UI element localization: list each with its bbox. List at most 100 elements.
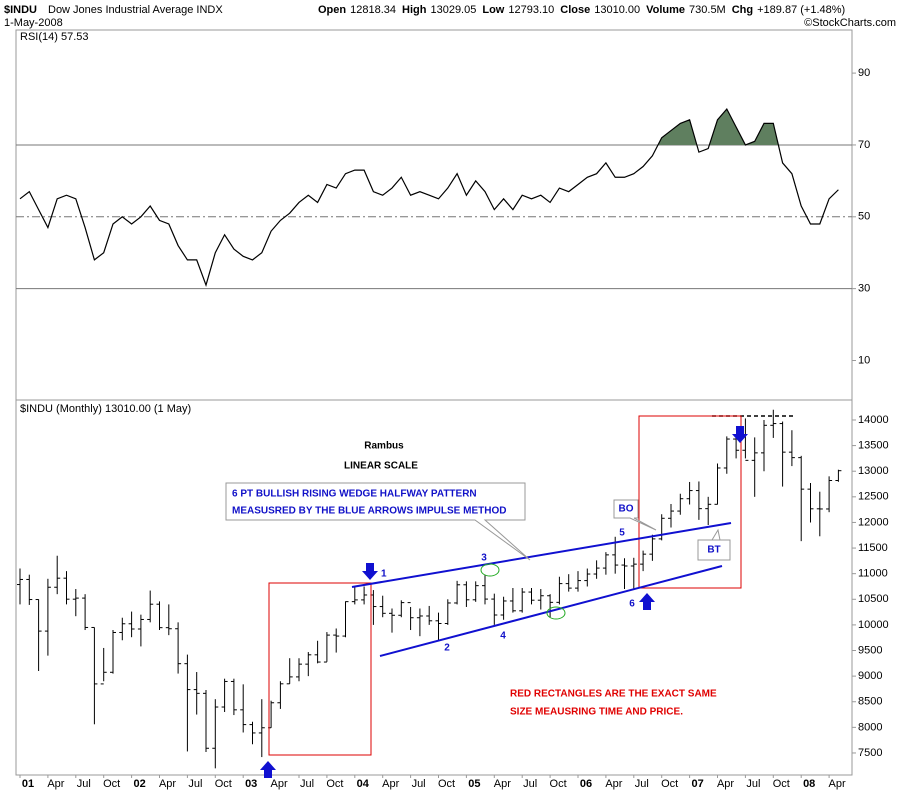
quote: Open 12818.34 High 13029.05 Low 12793.10 Close… [318, 4, 845, 16]
x-tick-label: Jul [188, 778, 202, 790]
callout-text: MEASUSRED BY THE BLUE ARROWS IMPULSE MET… [232, 506, 506, 517]
point-label: 2 [444, 643, 450, 654]
x-tick-label: Oct [661, 778, 678, 790]
quote-label: Chg [732, 4, 753, 16]
author: Rambus [364, 441, 404, 452]
y-tick-label: 14000 [858, 414, 889, 426]
y-tick-label: 9000 [858, 670, 882, 682]
arrow-up [260, 761, 276, 778]
x-tick-label: Oct [438, 778, 455, 790]
quote-label: Open [318, 4, 346, 16]
circle [480, 563, 500, 577]
y-tick-label: 90 [858, 67, 870, 79]
quote-value: 12818.34 [350, 4, 396, 16]
y-tick-label: 12000 [858, 516, 889, 528]
arrow-down [732, 426, 748, 443]
bt-label: BT [707, 545, 720, 556]
y-tick-label: 10 [858, 354, 870, 366]
callout-text: 6 PT BULLISH RISING WEDGE HALFWAY PATTER… [232, 489, 477, 500]
x-tick-label: Apr [605, 778, 622, 790]
x-tick-label: Jul [300, 778, 314, 790]
y-tick-label: 12500 [858, 491, 889, 503]
price-legend: $INDU (Monthly) 13010.00 (1 May) [20, 403, 191, 415]
y-tick-label: 9500 [858, 644, 882, 656]
quote-value: 13029.05 [430, 4, 476, 16]
index-name: Dow Jones Industrial Average INDX [48, 4, 223, 16]
y-tick-label: 10500 [858, 593, 889, 605]
bo-box [613, 499, 657, 531]
y-tick-label: 13500 [858, 440, 889, 452]
x-tick-label: Apr [159, 778, 176, 790]
x-tick-label: Apr [47, 778, 64, 790]
x-tick-label: Oct [215, 778, 232, 790]
point-label: 6 [629, 599, 635, 610]
y-tick-label: 11500 [858, 542, 888, 554]
red-rect [638, 415, 742, 589]
x-tick-label: Oct [550, 778, 567, 790]
circle [546, 606, 566, 620]
y-tick-label: 50 [858, 211, 870, 223]
x-tick-label: Oct [773, 778, 790, 790]
x-tick-label: Jul [523, 778, 537, 790]
symbol: $INDU [4, 4, 37, 16]
x-tick-label: Apr [382, 778, 399, 790]
x-tick-label: Jul [77, 778, 91, 790]
x-tick-label: Jul [412, 778, 426, 790]
point-label: 3 [481, 553, 487, 564]
note-text: SIZE MEAUSRING TIME AND PRICE. [510, 707, 683, 718]
quote-label: High [402, 4, 427, 16]
x-tick-label: 01 [22, 778, 34, 790]
wedge-upper [351, 522, 732, 588]
x-tick-label: 05 [468, 778, 480, 790]
y-tick-label: 8500 [858, 696, 882, 708]
callout-box [225, 482, 531, 561]
quote-value: 730.5M [689, 4, 726, 16]
point-label: 1 [381, 569, 387, 580]
point-label: 5 [619, 528, 625, 539]
x-tick-label: Apr [717, 778, 734, 790]
price-panel [15, 399, 853, 776]
price-layer: 7500 8000 8500 9000 9500 10000 10500 11000 11500… [17, 409, 889, 790]
y-tick-label: 70 [858, 139, 870, 151]
quote-value: 12793.10 [508, 4, 554, 16]
point-label: 4 [500, 631, 506, 642]
x-tick-label: 06 [580, 778, 592, 790]
x-tick-label: Jul [635, 778, 649, 790]
arrow-up [639, 593, 655, 610]
x-tick-label: Apr [494, 778, 511, 790]
bo-label: BO [619, 504, 634, 515]
quote-label: Volume [646, 4, 685, 16]
y-tick-label: 10000 [858, 619, 889, 631]
rsi-line [19, 107, 839, 287]
x-tick-label: 03 [245, 778, 257, 790]
rsi-layer: 10 30 50 70 90 [16, 67, 870, 366]
x-tick-label: Apr [829, 778, 846, 790]
y-tick-label: 13000 [858, 465, 889, 477]
y-tick-label: 30 [858, 283, 870, 295]
x-tick-label: Oct [326, 778, 343, 790]
quote-label: Close [560, 4, 590, 16]
y-tick-label: 7500 [858, 747, 882, 759]
quote-value: 13010.00 [594, 4, 640, 16]
overbought-fill [20, 109, 839, 145]
x-tick-label: Oct [103, 778, 120, 790]
y-tick-label: 8000 [858, 721, 882, 733]
x-tick-label: 08 [803, 778, 815, 790]
y-tick-label: 11000 [858, 568, 888, 580]
scale-note: LINEAR SCALE [344, 461, 418, 472]
credit: ©StockCharts.com [804, 17, 896, 29]
quote-value: +189.87 (+1.48%) [757, 4, 845, 16]
x-tick-label: 07 [691, 778, 703, 790]
red-rect [268, 582, 372, 756]
note-text: RED RECTANGLES ARE THE EXACT SAME [510, 689, 717, 700]
quote-label: Low [482, 4, 504, 16]
x-tick-label: Jul [746, 778, 760, 790]
rsi-legend: RSI(14) 57.53 [20, 31, 88, 43]
date: 1-May-2008 [4, 17, 63, 29]
x-tick-label: Apr [271, 778, 288, 790]
arrow-down [362, 563, 378, 580]
x-tick-label: 02 [133, 778, 145, 790]
x-tick-label: 04 [357, 778, 370, 790]
